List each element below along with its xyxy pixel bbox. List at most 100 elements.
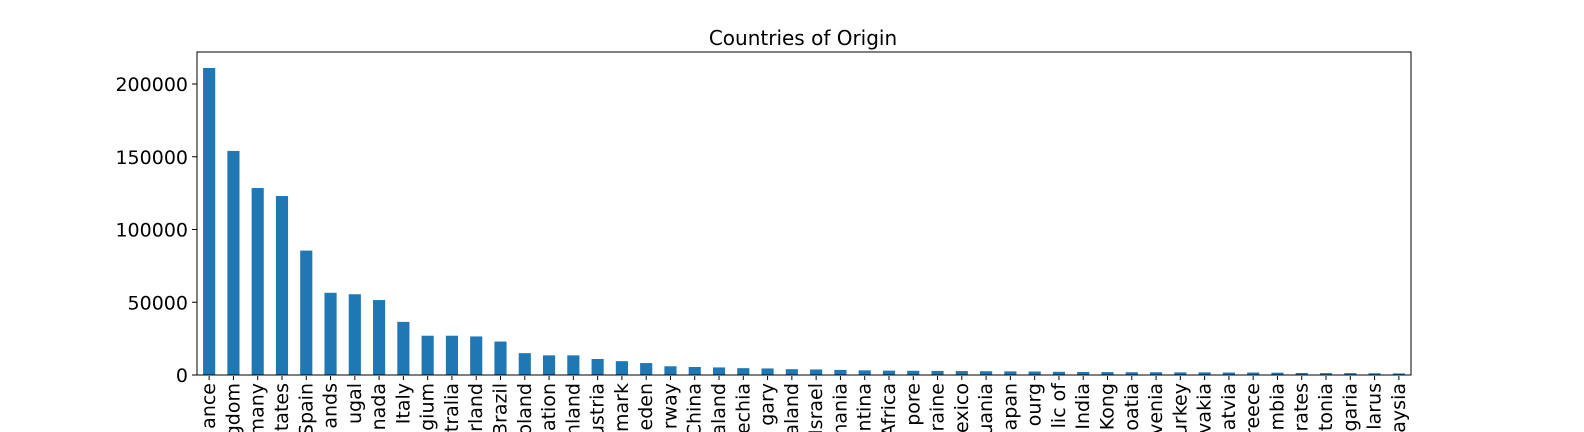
bar-38 bbox=[1125, 372, 1138, 375]
bar-30 bbox=[931, 370, 944, 375]
y-tick-label: 0 bbox=[176, 365, 188, 387]
bars-group bbox=[203, 68, 1405, 375]
bar-10 bbox=[445, 335, 459, 375]
bar-47 bbox=[1344, 373, 1357, 375]
bar-2 bbox=[251, 188, 264, 375]
bar-17 bbox=[615, 361, 628, 375]
x-tick-label: raine bbox=[927, 383, 949, 431]
x-tick-label: rland bbox=[465, 383, 487, 432]
x-tick-label: aland bbox=[781, 383, 803, 432]
x-tick-label: oland bbox=[514, 383, 536, 432]
x-tick-label: nania bbox=[829, 383, 851, 432]
bar-6 bbox=[348, 294, 361, 375]
plot-frame bbox=[196, 51, 1412, 376]
bar-44 bbox=[1271, 372, 1284, 375]
chart-title: Countries of Origin bbox=[709, 26, 897, 50]
bar-9 bbox=[421, 335, 434, 375]
x-tick-label: ance bbox=[198, 383, 220, 429]
x-tick-label: Israel bbox=[805, 383, 827, 432]
x-tick-label: Kong bbox=[1097, 383, 1119, 430]
bar-12 bbox=[494, 341, 507, 375]
bar-46 bbox=[1319, 373, 1333, 375]
bar-21 bbox=[712, 367, 726, 375]
x-tick-label: Spain bbox=[295, 383, 317, 432]
x-tick-label: Italy bbox=[392, 383, 414, 424]
x-tick-label: Brazil bbox=[490, 383, 512, 432]
x-tick-label: ntina bbox=[854, 383, 876, 431]
x-tick-label: India bbox=[1072, 383, 1094, 430]
x-tick-label: garia bbox=[1339, 383, 1361, 431]
bar-33 bbox=[1004, 371, 1017, 375]
bar-40 bbox=[1174, 372, 1187, 375]
x-tick-label: tates bbox=[271, 383, 293, 431]
x-tick-label: rates bbox=[1291, 383, 1313, 432]
y-tick-label: 200000 bbox=[115, 74, 188, 96]
bar-24 bbox=[785, 369, 798, 375]
bar-8 bbox=[397, 321, 410, 375]
x-tick-label: mbia bbox=[1266, 383, 1288, 431]
x-tick-label: Africa bbox=[878, 383, 900, 432]
x-tick-label: nada bbox=[368, 383, 390, 430]
x-tick-label: echia bbox=[732, 383, 754, 432]
bar-15 bbox=[567, 355, 580, 375]
bar-18 bbox=[640, 363, 653, 375]
bar-25 bbox=[810, 369, 823, 375]
x-tick-label: reece bbox=[1242, 383, 1264, 432]
x-tick-label: larus bbox=[1364, 383, 1386, 430]
y-tick-label: 50000 bbox=[128, 292, 188, 314]
bar-11 bbox=[470, 336, 483, 375]
x-tick-label: lic of bbox=[1048, 382, 1070, 429]
bar-19 bbox=[664, 366, 677, 375]
x-tick-label: aysia bbox=[1388, 383, 1410, 432]
bar-31 bbox=[955, 371, 968, 375]
bar-48 bbox=[1368, 373, 1381, 375]
x-tick-label: ustria bbox=[587, 383, 609, 432]
bar-43 bbox=[1247, 372, 1260, 375]
bar-1 bbox=[227, 150, 240, 375]
x-tick-label: eden bbox=[635, 383, 657, 430]
x-tick-label: pore bbox=[902, 383, 924, 426]
bar-3 bbox=[275, 196, 289, 375]
bar-23 bbox=[761, 368, 774, 375]
x-tick-label: gdom bbox=[222, 383, 244, 432]
x-tick-label: gary bbox=[757, 383, 779, 426]
bar-35 bbox=[1052, 371, 1066, 375]
bar-16 bbox=[591, 358, 604, 375]
x-tick-label: mark bbox=[611, 383, 633, 432]
bar-22 bbox=[737, 368, 750, 375]
bar-14 bbox=[542, 355, 556, 375]
bar-5 bbox=[324, 292, 337, 375]
bar-34 bbox=[1028, 371, 1041, 375]
x-tick-label: uania bbox=[975, 383, 997, 432]
y-axis: 0 50000 100000 150000 200000 bbox=[115, 74, 197, 387]
x-tick-label: China bbox=[684, 383, 706, 432]
bar-13 bbox=[518, 353, 531, 375]
x-axis: ance gdom many tates Spain ands ugal nada Italy g… bbox=[198, 376, 1410, 432]
x-tick-label: ands bbox=[320, 383, 342, 429]
bar-45 bbox=[1295, 372, 1308, 375]
x-tick-label: rway bbox=[659, 383, 681, 429]
x-tick-label: ation bbox=[538, 383, 560, 431]
x-tick-label: oatia bbox=[1121, 383, 1143, 431]
x-tick-label: ugal bbox=[344, 383, 366, 424]
x-tick-label: aland bbox=[708, 383, 730, 432]
x-tick-label: vakia bbox=[1194, 383, 1216, 432]
x-tick-label: apan bbox=[999, 383, 1021, 430]
bar-0 bbox=[203, 68, 216, 375]
bar-28 bbox=[882, 370, 896, 375]
bar-27 bbox=[858, 370, 871, 375]
bar-7 bbox=[373, 300, 386, 375]
x-tick-label: many bbox=[247, 383, 269, 432]
bar-26 bbox=[834, 369, 847, 375]
x-tick-label: venia bbox=[1145, 383, 1167, 432]
x-tick-label: ourg bbox=[1024, 383, 1046, 426]
bar-39 bbox=[1149, 372, 1163, 375]
bar-20 bbox=[688, 366, 701, 375]
y-tick-label: 100000 bbox=[115, 220, 188, 242]
x-tick-label: tonia bbox=[1315, 383, 1337, 431]
x-tick-label: nland bbox=[562, 383, 584, 432]
bar-29 bbox=[907, 370, 920, 375]
x-tick-label: urkey bbox=[1169, 383, 1191, 432]
bar-32 bbox=[980, 371, 993, 375]
